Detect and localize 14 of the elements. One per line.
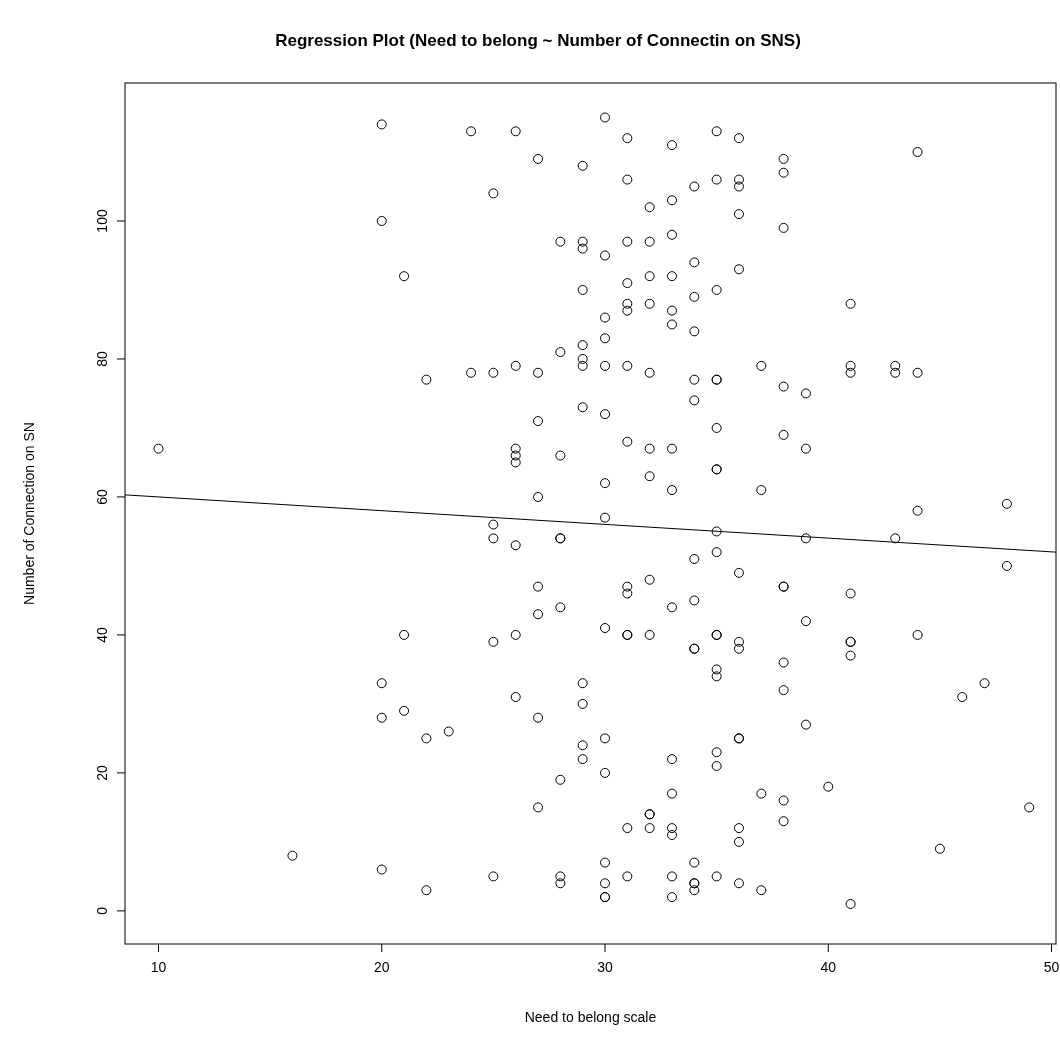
y-tick-label: 40 [94, 626, 110, 643]
y-tick-label: 0 [94, 906, 110, 915]
x-tick-label: 40 [820, 959, 837, 975]
x-axis-title: Need to belong scale [524, 1009, 657, 1025]
y-tick-label: 20 [94, 764, 110, 781]
y-axis-title: Number of Connection on SN [21, 422, 37, 605]
y-tick-label: 80 [94, 350, 110, 367]
y-tick-label: 100 [94, 209, 110, 233]
x-tick-label: 50 [1043, 959, 1060, 975]
x-tick-label: 10 [150, 959, 167, 975]
x-tick-label: 30 [597, 959, 614, 975]
chart-title: Regression Plot (Need to belong ~ Number of Connectin on SNS) [275, 31, 801, 50]
x-tick-label: 20 [373, 959, 390, 975]
y-tick-label: 60 [94, 488, 110, 505]
